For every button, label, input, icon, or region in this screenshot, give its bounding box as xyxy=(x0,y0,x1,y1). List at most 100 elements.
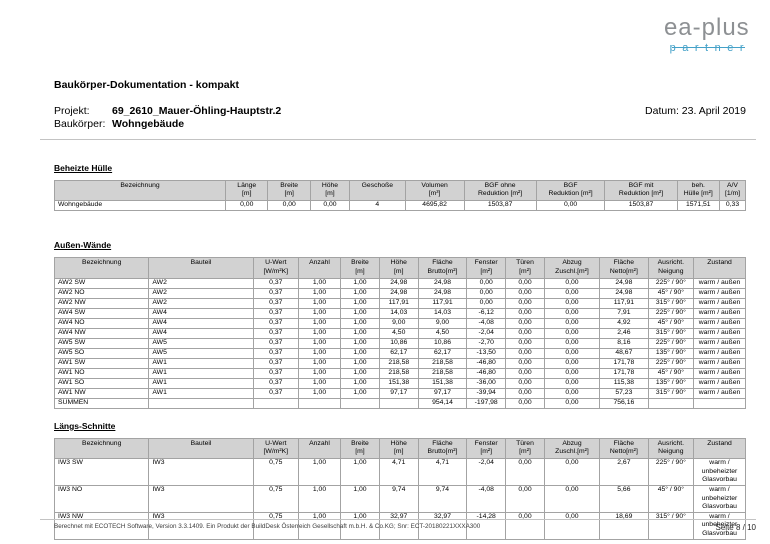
table-cell: 218,58 xyxy=(378,357,419,369)
table-cell: 24,98 xyxy=(417,287,468,299)
table-cell: 0,00 xyxy=(543,458,601,486)
company-logo: ea-plus partner xyxy=(664,16,750,54)
table-cell: 7,91 xyxy=(599,307,649,319)
table-cell: IW3 SW xyxy=(53,458,150,486)
table-cell: 1,00 xyxy=(297,307,342,319)
column-header: U-Wert [W/m²K] xyxy=(252,257,299,279)
table-cell: 0,37 xyxy=(252,287,299,299)
table-cell: AW1 xyxy=(148,357,254,369)
table-cell: -13,50 xyxy=(466,347,507,359)
table-cell: 1,00 xyxy=(297,277,342,289)
table-cell: 0,00 xyxy=(309,200,351,212)
table-cell: 0,00 xyxy=(543,307,601,319)
table-cell: 0,37 xyxy=(252,297,299,309)
table-cell: 1,00 xyxy=(340,377,380,389)
table-cell: 1503,87 xyxy=(463,200,537,212)
table-cell: AW1 SO xyxy=(53,377,150,389)
table-cell: IW3 NW xyxy=(53,511,150,540)
table-cell: 1,00 xyxy=(297,485,342,513)
table-cell: 1,00 xyxy=(340,307,380,319)
column-header: Zustand xyxy=(693,437,746,460)
table-cell: 0,75 xyxy=(252,511,299,540)
column-header: Anzahl xyxy=(297,437,342,460)
column-header: Breite [m] xyxy=(267,179,311,202)
table-cell: warm / außen xyxy=(693,337,746,349)
table-cell: 756,16 xyxy=(599,397,649,409)
table-cell: 0,37 xyxy=(252,387,299,399)
table-cell: 1503,87 xyxy=(604,200,678,212)
column-header: Fenster [m²] xyxy=(466,437,507,460)
table-cell: 117,91 xyxy=(599,297,649,309)
table-cell: 115,38 xyxy=(599,377,649,389)
table-cell: 315° / 90° xyxy=(647,297,695,309)
table-cell: AW4 NW xyxy=(53,327,150,339)
table-cell: 315° / 90° xyxy=(647,387,695,399)
project-value: 69_2610_Mauer-Öhling-Hauptstr.2 xyxy=(112,105,282,117)
table-cell: AW2 xyxy=(148,287,254,299)
table-cell: 0,00 xyxy=(543,347,601,359)
table-cell: 1,00 xyxy=(297,297,342,309)
table-cell: IW3 xyxy=(148,485,254,513)
table-cell: 0,00 xyxy=(543,337,601,349)
table-header-row: Bezeichnung Bauteil U-Wert [W/m²K] Anzahl Bre… xyxy=(53,257,746,279)
table-row: AW2 NO AW2 0,37 1,00 1,00 24,98 24,98 0,00 0,00 0… xyxy=(53,287,746,299)
table-row: IW3 NW IW3 0,75 1,00 1,00 32,97 32,97 -14,28 0,0… xyxy=(53,511,746,540)
table-cell: 0,33 xyxy=(719,200,746,212)
table-row: AW4 SW AW4 0,37 1,00 1,00 14,03 14,03 -6,12 0,00… xyxy=(53,307,746,319)
table-cell: -39,94 xyxy=(466,387,507,399)
table-cell: 0,37 xyxy=(252,377,299,389)
table-cell: warm / außen xyxy=(693,327,746,339)
table-cell: 1571,51 xyxy=(676,200,721,212)
table-cell: 225° / 90° xyxy=(647,337,695,349)
table-row: AW1 NW AW1 0,37 1,00 1,00 97,17 97,17 -39,94 0,0… xyxy=(53,387,746,399)
table-cell: 14,03 xyxy=(417,307,468,319)
table-row: AW5 SW AW5 0,37 1,00 1,00 10,86 10,86 -2,70 0,00… xyxy=(53,337,746,349)
table-cell: 0,00 xyxy=(505,377,545,389)
column-header: Geschoße xyxy=(349,179,406,202)
table-cell: warm / außen xyxy=(693,367,746,379)
table-cell: 45° / 90° xyxy=(647,287,695,299)
column-header: Fläche Netto[m²] xyxy=(599,437,649,460)
section-heading-laengs-schnitte: Längs-Schnitte xyxy=(54,420,116,431)
footer-software-note: Berechnet mit ECOTECH Software, Version … xyxy=(54,523,481,530)
table-cell: warm / außen xyxy=(693,297,746,309)
table-cell: 1,00 xyxy=(340,367,380,379)
document-title: Baukörper-Dokumentation - kompakt xyxy=(54,79,239,91)
table-cell: 0,37 xyxy=(252,327,299,339)
table-cell: 225° / 90° xyxy=(647,307,695,319)
table-cell: -197,98 xyxy=(466,397,507,409)
table-cell: 24,98 xyxy=(599,287,649,299)
table-cell: 0,00 xyxy=(505,458,545,486)
table-cell: -2,04 xyxy=(466,327,507,339)
table-cell: 9,00 xyxy=(378,317,419,329)
table-cell: 1,00 xyxy=(297,367,342,379)
column-header: Breite [m] xyxy=(340,257,380,279)
table-cell: 0,00 xyxy=(543,297,601,309)
table-cell: SUMMEN xyxy=(53,397,150,409)
table-cell xyxy=(378,397,419,409)
table-cell: 8,16 xyxy=(599,337,649,349)
table-cell: 315° / 90° xyxy=(647,511,695,540)
table-header-row: Bezeichnung Länge [m] Breite [m] Höhe [m] Gesch… xyxy=(53,179,746,202)
table-row: AW4 NW AW4 0,37 1,00 1,00 4,50 4,50 -2,04 0,00 0,… xyxy=(53,327,746,339)
document-date: Datum: 23. April 2019 xyxy=(645,105,746,117)
table-cell: 9,74 xyxy=(417,485,468,513)
column-header: BGF Reduktion [m²] xyxy=(535,179,606,202)
table-cell: 2,46 xyxy=(599,327,649,339)
table-cell: 0,00 xyxy=(505,485,545,513)
table-cell: 1,00 xyxy=(297,287,342,299)
table-cell: 1,00 xyxy=(297,357,342,369)
column-header: Volumen [m³] xyxy=(404,179,465,202)
table-cell: AW2 xyxy=(148,277,254,289)
table-cell: AW2 SW xyxy=(53,277,150,289)
table-cell: 0,00 xyxy=(543,397,601,409)
column-header: Bezeichnung xyxy=(53,437,150,460)
page-number: Seite 8 / 10 xyxy=(715,523,756,532)
table-cell: 0,00 xyxy=(505,307,545,319)
header-divider xyxy=(40,139,756,140)
table-cell: 0,37 xyxy=(252,277,299,289)
table-cell: 135° / 90° xyxy=(647,347,695,359)
table-cell: 171,78 xyxy=(599,357,649,369)
table-cell: 0,75 xyxy=(252,458,299,486)
table-aussen-waende: Bezeichnung Bauteil U-Wert [W/m²K] Anzahl Bre… xyxy=(53,257,746,409)
